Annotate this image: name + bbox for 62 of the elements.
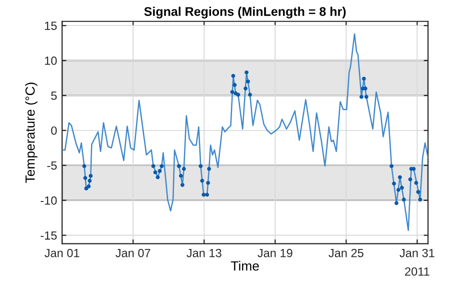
x-tick-label: Jan 25 — [328, 248, 364, 258]
x-tick-label: Jan 13 — [186, 248, 222, 258]
x-tick-label: Jan 19 — [258, 248, 292, 258]
point — [180, 182, 184, 187]
point — [198, 164, 203, 168]
point — [177, 164, 181, 168]
y-tick-label: 10 — [45, 56, 57, 65]
point — [244, 86, 248, 90]
text: 2011 — [405, 267, 430, 276]
y-tick-label: -10 — [40, 196, 57, 205]
point — [400, 186, 404, 190]
point — [88, 174, 93, 178]
point — [402, 198, 406, 202]
point — [364, 94, 368, 99]
point — [416, 190, 420, 194]
point — [160, 164, 164, 168]
point — [392, 182, 396, 186]
point — [418, 198, 422, 202]
point — [398, 175, 402, 180]
point — [82, 164, 86, 168]
point — [362, 76, 366, 81]
point — [158, 169, 162, 173]
line-series — [62, 33, 428, 232]
point — [83, 176, 88, 180]
point — [394, 201, 398, 206]
point — [202, 192, 206, 197]
point — [390, 164, 394, 168]
point — [156, 175, 160, 180]
point — [206, 180, 210, 185]
point — [236, 92, 240, 97]
y-tick-label: -15 — [40, 231, 57, 240]
point — [246, 80, 250, 84]
point — [153, 170, 158, 174]
y-tick-label: 5 — [51, 92, 57, 100]
point — [207, 166, 212, 171]
point — [248, 92, 252, 97]
point — [84, 186, 88, 190]
point — [200, 178, 204, 183]
point — [86, 184, 91, 188]
point — [396, 188, 400, 192]
point — [414, 180, 418, 185]
point — [151, 164, 156, 168]
chart-title: Signal Regions (MinLength = 8 hr) — [144, 6, 346, 18]
point — [244, 70, 248, 74]
x-tick-label: Jan 07 — [116, 248, 150, 258]
point — [205, 192, 210, 197]
point — [408, 177, 412, 182]
point — [182, 166, 186, 171]
y-tick-label: 15 — [45, 22, 57, 30]
point — [230, 90, 234, 94]
point — [231, 74, 236, 78]
y-axis-title: Temperature (°C) — [25, 82, 38, 183]
point — [178, 174, 183, 178]
point — [88, 178, 92, 183]
y-tick-label: -5 — [47, 162, 57, 170]
y-tick-label: 0 — [51, 126, 57, 135]
x-tick-label: Jan 31 — [400, 248, 434, 258]
point — [232, 83, 237, 87]
x-axis-title: Time — [230, 260, 259, 271]
point — [359, 94, 364, 99]
x-tick-label: Jan 01 — [44, 248, 80, 258]
point — [412, 166, 416, 171]
